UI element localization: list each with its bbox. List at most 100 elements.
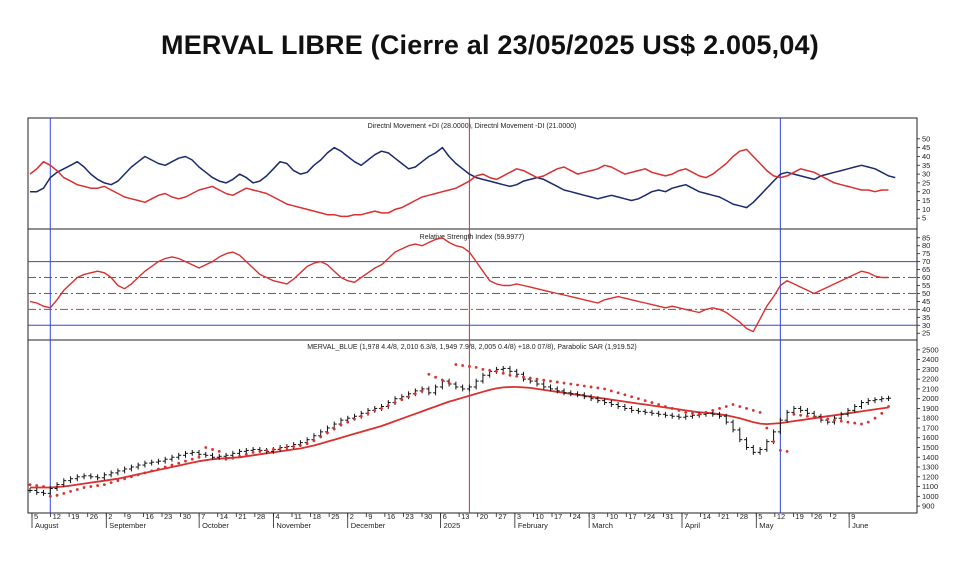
sar-dot bbox=[305, 442, 309, 445]
sar-dot bbox=[738, 405, 742, 408]
x-day-label: 4 bbox=[275, 512, 279, 521]
sar-dot bbox=[170, 463, 174, 467]
y-tick-label: 50 bbox=[922, 289, 930, 298]
sar-dot bbox=[89, 485, 93, 488]
sar-dot bbox=[102, 483, 106, 486]
sar-dot bbox=[42, 485, 45, 488]
x-day-label: 28 bbox=[257, 512, 265, 521]
sar-dot bbox=[258, 449, 262, 453]
sar-dot bbox=[765, 426, 769, 430]
sar-dot bbox=[887, 405, 890, 408]
x-day-label: 31 bbox=[665, 512, 673, 521]
x-day-label: 3 bbox=[591, 512, 595, 521]
x-day-label: 16 bbox=[387, 512, 395, 521]
x-month-label: December bbox=[351, 521, 386, 530]
sar-dot bbox=[535, 377, 539, 381]
sar-dot bbox=[271, 448, 275, 451]
chart-title: MERVAL LIBRE (Cierre al 23/05/2025 US$ 2… bbox=[161, 30, 819, 60]
x-day-label: 20 bbox=[480, 512, 488, 521]
sar-dot bbox=[718, 407, 721, 410]
sar-dot bbox=[278, 447, 282, 450]
x-month-label: 2025 bbox=[444, 521, 461, 530]
sar-dot bbox=[312, 439, 316, 443]
sar-dot bbox=[265, 449, 268, 452]
y-tick-label: 900 bbox=[922, 502, 935, 511]
sar-dot bbox=[393, 401, 397, 404]
x-day-label: 24 bbox=[573, 512, 581, 521]
y-tick-label: 1600 bbox=[922, 433, 939, 442]
sar-dot bbox=[82, 486, 86, 489]
rsi-title: Relative Strength Index (59.9977) bbox=[420, 234, 525, 241]
y-tick-label: 60 bbox=[922, 273, 930, 282]
sar-dot bbox=[697, 412, 701, 416]
sar-dot bbox=[488, 368, 492, 372]
sar-dot bbox=[664, 405, 667, 408]
sar-dot bbox=[819, 416, 823, 420]
sar-dot bbox=[481, 367, 485, 371]
y-tick-label: 30 bbox=[922, 170, 930, 179]
y-tick-label: 1800 bbox=[922, 414, 939, 423]
sar-dot bbox=[177, 461, 181, 465]
sar-dot bbox=[555, 380, 559, 384]
sar-dot bbox=[244, 452, 248, 456]
y-tick-label: 1200 bbox=[922, 472, 939, 481]
sar-dot bbox=[799, 413, 803, 417]
y-tick-label: 65 bbox=[922, 265, 930, 274]
x-month-label: May bbox=[759, 521, 773, 530]
sar-dot bbox=[157, 467, 160, 471]
sar-dot bbox=[630, 395, 634, 399]
x-day-label: 23 bbox=[405, 512, 413, 521]
x-day-label: 25 bbox=[331, 512, 339, 521]
sar-dot bbox=[637, 397, 640, 401]
sar-dot bbox=[238, 454, 241, 458]
sar-dot bbox=[576, 383, 579, 387]
sar-dot bbox=[751, 408, 755, 412]
y-tick-label: 1300 bbox=[922, 463, 939, 472]
x-month-label: August bbox=[35, 521, 59, 530]
vertical-markers bbox=[49, 118, 781, 513]
y-tick-label: 2300 bbox=[922, 365, 939, 374]
y-tick-label: 25 bbox=[922, 178, 930, 187]
sar-dot bbox=[231, 456, 235, 460]
x-day-label: 7 bbox=[684, 512, 688, 521]
sar-dot bbox=[508, 373, 512, 377]
price-title: MERVAL_BLUE (1,978 4.4/8, 2,010 6.3/8, 1… bbox=[307, 344, 637, 351]
sar-dot bbox=[582, 384, 586, 388]
sar-dot bbox=[211, 448, 214, 451]
x-day-label: 6 bbox=[443, 512, 447, 521]
sar-dot bbox=[150, 469, 154, 473]
sar-dot bbox=[204, 446, 208, 449]
sar-dot bbox=[420, 389, 424, 393]
rsi-reference-lines bbox=[28, 261, 917, 326]
sar-dot bbox=[319, 435, 323, 439]
sar-dot bbox=[346, 420, 350, 424]
rsi-panel-frame bbox=[27, 228, 918, 341]
sar-dot bbox=[299, 444, 302, 447]
y-tick-label: 2000 bbox=[922, 394, 939, 403]
y-tick-label: 2500 bbox=[922, 345, 939, 354]
sar-dot bbox=[447, 381, 451, 385]
x-month-label: November bbox=[276, 521, 311, 530]
y-tick-label: 45 bbox=[922, 143, 930, 152]
x-day-label: 13 bbox=[461, 512, 469, 521]
x-day-label: 12 bbox=[53, 512, 61, 521]
sar-dot bbox=[623, 393, 627, 397]
sar-dot bbox=[413, 392, 417, 396]
sar-dot bbox=[197, 455, 201, 459]
x-day-label: 5 bbox=[758, 512, 762, 521]
sar-dot bbox=[549, 379, 552, 383]
sar-dot bbox=[853, 421, 857, 425]
sar-dot bbox=[136, 473, 140, 477]
sar-dot bbox=[806, 414, 809, 418]
sar-dot bbox=[596, 386, 600, 390]
x-month-label: October bbox=[202, 521, 229, 530]
y-tick-label: 55 bbox=[922, 281, 930, 290]
sar-dot bbox=[826, 417, 830, 421]
sar-dot bbox=[772, 440, 775, 444]
x-day-label: 21 bbox=[238, 512, 246, 521]
y-tick-label: 85 bbox=[922, 233, 930, 242]
x-day-label: 10 bbox=[610, 512, 618, 521]
series-lines bbox=[27, 146, 896, 498]
x-day-label: 2 bbox=[833, 512, 837, 521]
y-tick-label: 10 bbox=[922, 205, 930, 214]
